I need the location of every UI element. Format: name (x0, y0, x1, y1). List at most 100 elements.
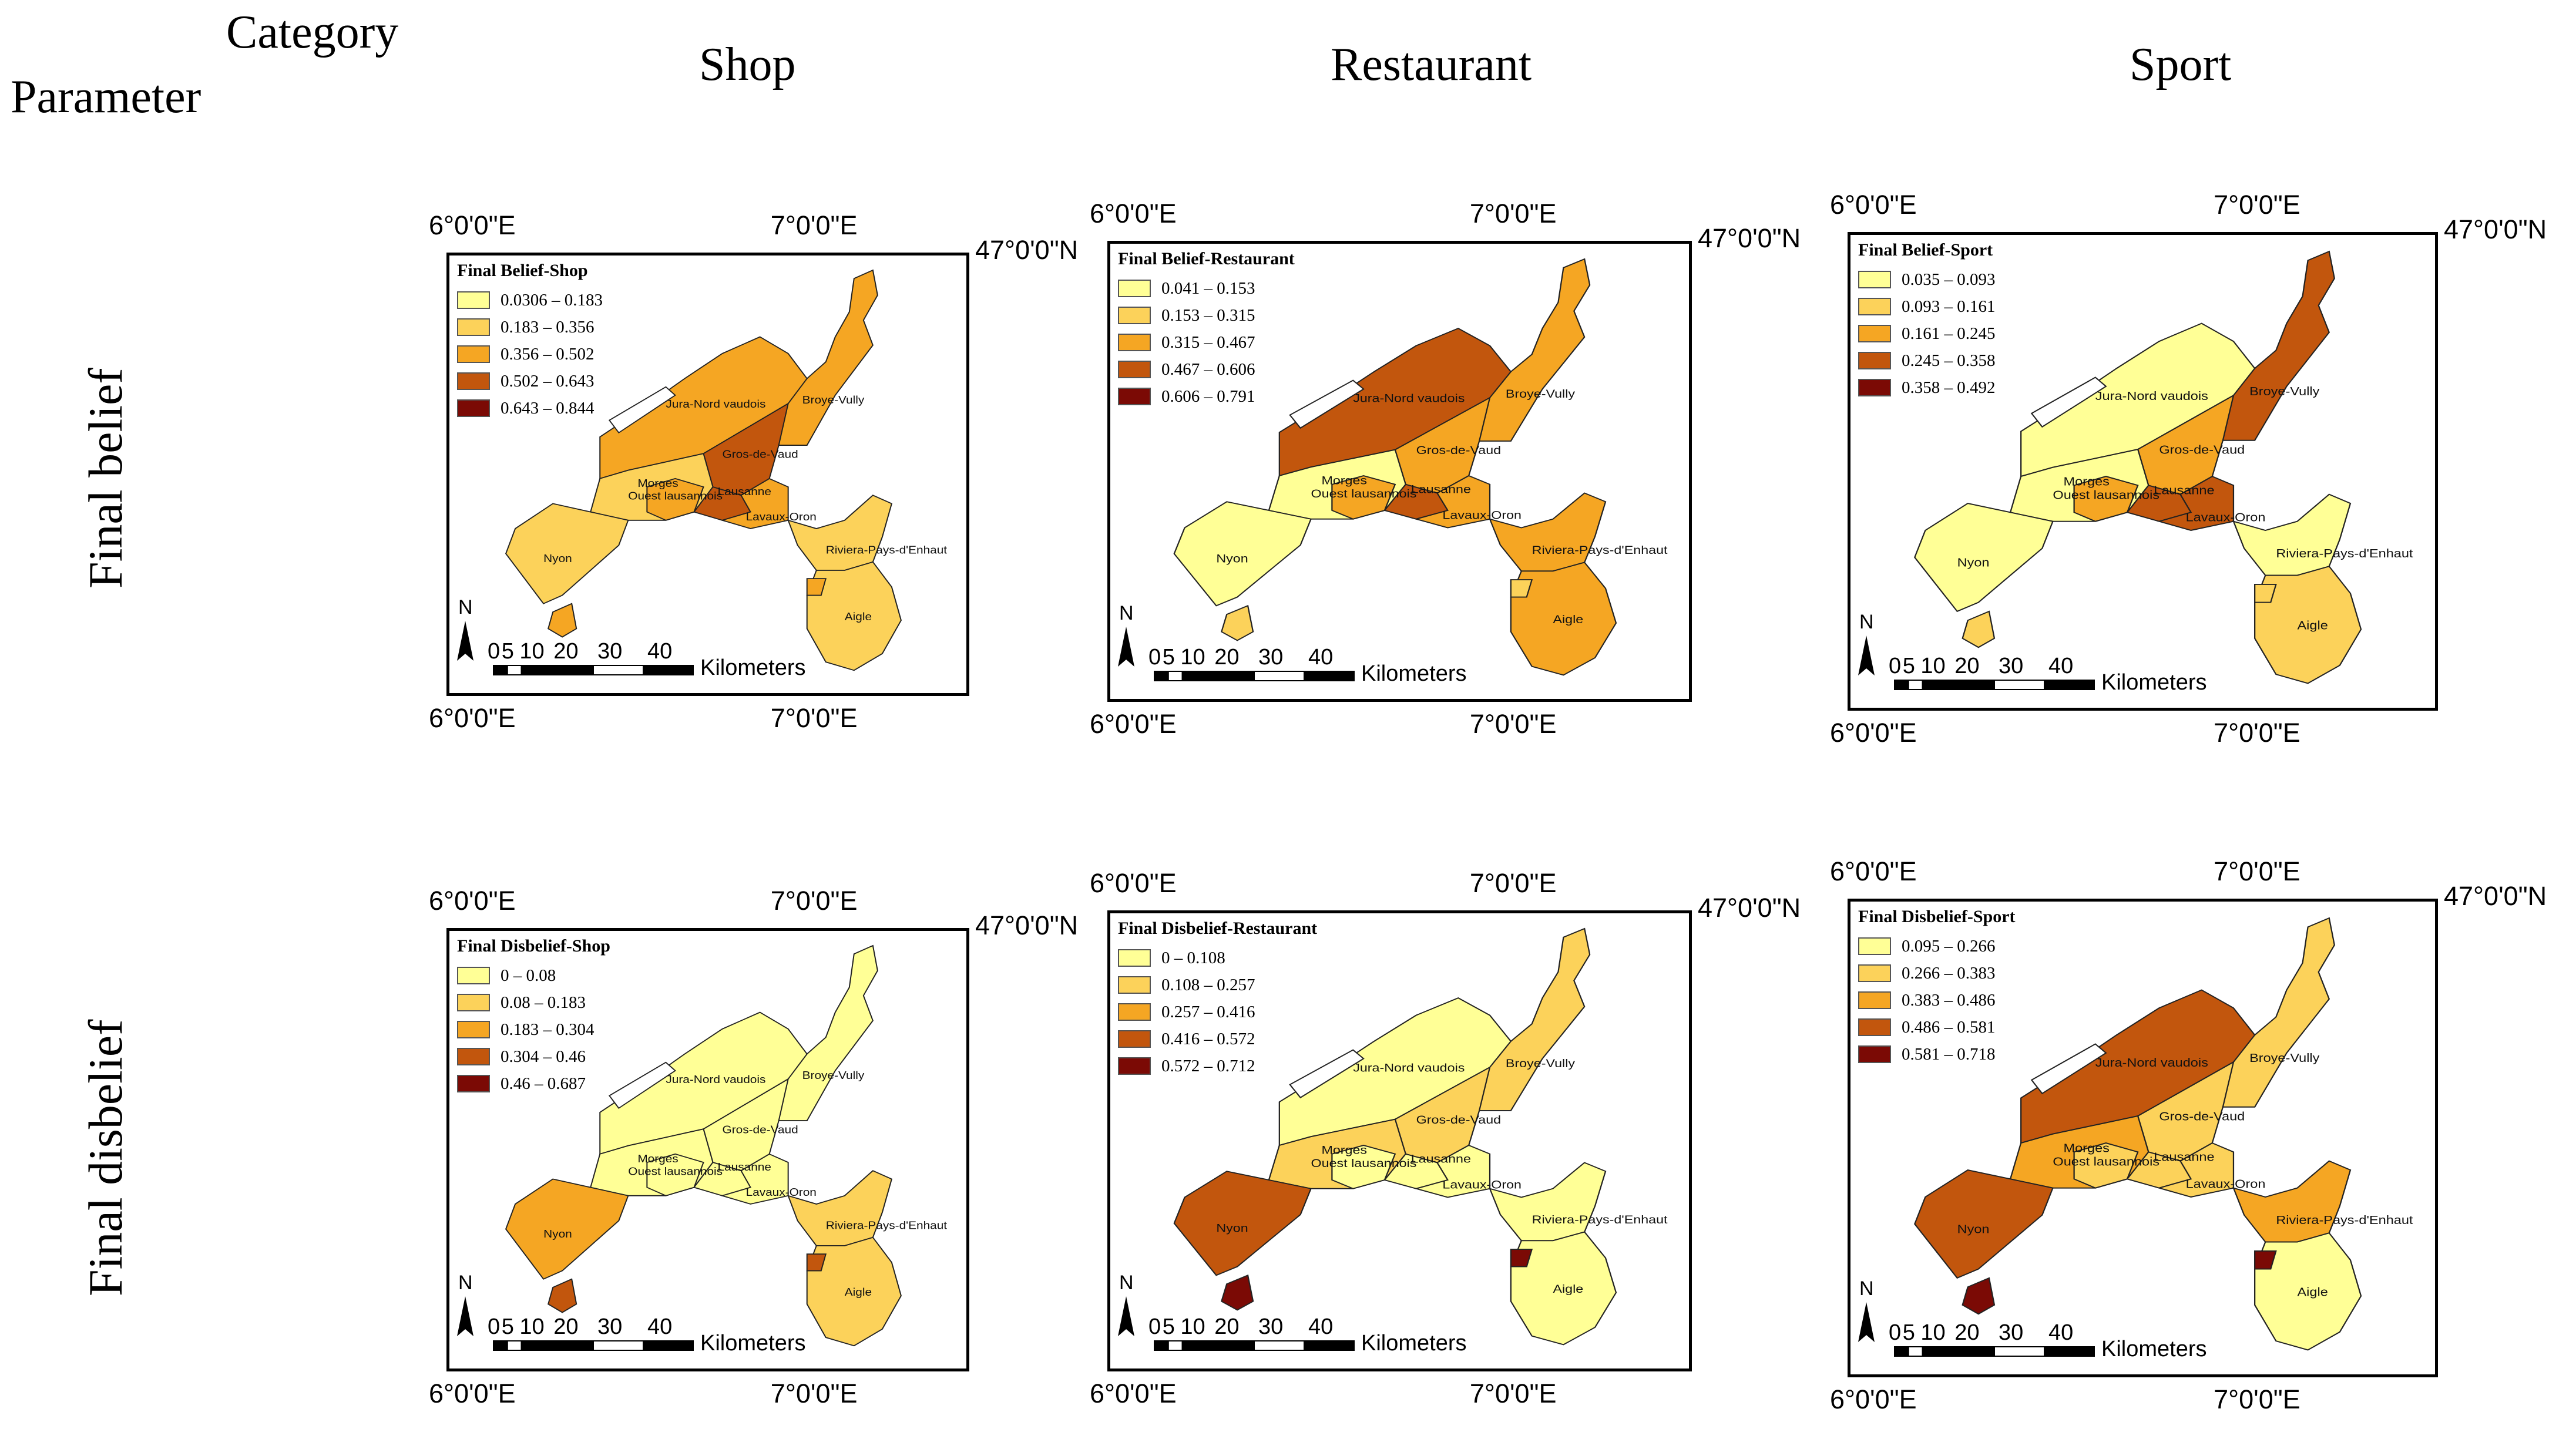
legend-swatch (457, 1075, 490, 1092)
region-label: Riviera-Pays-d'Enhaut (1532, 1213, 1667, 1226)
legend-label: 0.08 – 0.183 (501, 993, 586, 1012)
legend-swatch (457, 345, 490, 363)
scale-bar-segment (1922, 680, 1937, 690)
north-arrow-and-scale: N0 5 10 20 30 40 Kilometers (457, 596, 806, 680)
region-aigle (2254, 565, 2362, 684)
scale-bar-segment (1154, 1340, 1169, 1351)
legend-label: 0.183 – 0.304 (501, 1020, 595, 1039)
north-arrow-label: N (1859, 611, 1874, 633)
region-lavaux (1413, 1145, 1490, 1198)
legend-swatch (457, 994, 490, 1011)
north-arrow-icon (1118, 1296, 1134, 1336)
legend-swatch (1858, 1018, 1891, 1036)
region-label: Gros-de-Vaud (2159, 443, 2245, 456)
legend-label: 0.606 – 0.791 (1161, 386, 1255, 406)
legend-item: 0.041 – 0.153 (1118, 275, 1295, 302)
legend-swatch (457, 372, 490, 390)
lake-shape (609, 1061, 677, 1109)
lat-label: 47°0'0"N (975, 235, 1079, 265)
row-label-final-belief: Final belief (79, 368, 132, 589)
lon-label-west-top: 6°0'0"E (1830, 856, 1917, 886)
legend-item: 0.183 – 0.304 (457, 1016, 610, 1043)
legend-item: 0.581 – 0.718 (1858, 1041, 2016, 1068)
legend-label: 0.467 – 0.606 (1161, 359, 1255, 379)
legend-item: 0.035 – 0.093 (1858, 266, 1996, 293)
region-label: Lausanne (718, 1161, 771, 1174)
region-label: Lavaux-Oron (2186, 1177, 2266, 1191)
region-label: Jura-Nord vaudois (666, 1074, 766, 1086)
legend-label: 0.257 – 0.416 (1161, 1002, 1255, 1021)
scale-tick-label: 0 (1148, 1314, 1161, 1339)
region-nyon (505, 503, 630, 605)
region-label: Aigle (2298, 1285, 2328, 1299)
region-label: Morges (638, 478, 679, 490)
scale-tick-label: 30 (597, 639, 622, 664)
legend-label: 0.486 – 0.581 (1902, 1017, 1996, 1037)
lon-label-east-top: 7°0'0"E (1469, 868, 1557, 898)
region-label: Broye-Vully (1506, 1057, 1576, 1070)
legend-label: 0.315 – 0.467 (1161, 332, 1255, 352)
region-aigle (1510, 1231, 1617, 1346)
region-label: Jura-Nord vaudois (1353, 392, 1465, 405)
region-label: Jura-Nord vaudois (666, 398, 766, 411)
north-arrow-label: N (1859, 1277, 1874, 1300)
legend-swatch (1858, 379, 1891, 396)
legend-label: 0.572 – 0.712 (1161, 1056, 1255, 1075)
region-label: Broye-Vully (2249, 1051, 2319, 1064)
legend-label: 0.416 – 0.572 (1161, 1029, 1255, 1048)
legend-item: 0.572 – 0.712 (1118, 1053, 1317, 1080)
legend-title: Final Disbelief-Shop (457, 936, 610, 956)
region-nyon (1173, 501, 1312, 607)
region-broye_vully (768, 944, 879, 1122)
scale-tick-label: 20 (1954, 654, 1979, 678)
scale-bar-segment (520, 665, 536, 675)
north-arrow-icon (1858, 636, 1875, 675)
scale-tick-label: 10 (519, 639, 544, 664)
scale-bar-segment (1304, 671, 1355, 681)
lon-label-east-top: 7°0'0"E (2214, 856, 2300, 886)
region-label: Broye-Vully (2249, 384, 2319, 398)
region-riviera (787, 495, 893, 571)
scale-bar-segment (535, 665, 594, 675)
legend-item: 0.161 – 0.245 (1858, 320, 1996, 347)
region-label: Aigle (845, 611, 872, 623)
legend-item: 0.356 – 0.502 (457, 341, 603, 368)
region-enclave (1510, 579, 1533, 598)
legend-item: 0.304 – 0.46 (457, 1043, 610, 1070)
legend-swatch (457, 967, 490, 984)
lon-label-east-bottom: 7°0'0"E (2214, 718, 2300, 748)
lon-label-west-top: 6°0'0"E (1830, 190, 1917, 220)
region-broye_vully (768, 269, 879, 446)
region-broye_vully (1467, 258, 1591, 442)
region-enclave (2254, 583, 2278, 603)
legend-title: Final Disbelief-Restaurant (1118, 919, 1318, 938)
parameter-label: Parameter (11, 71, 201, 123)
lat-label: 47°0'0"N (2444, 881, 2547, 911)
scale-tick-label: 40 (647, 1314, 672, 1339)
legend-title: Final Belief-Sport (1858, 240, 1993, 260)
legend-label: 0.035 – 0.093 (1902, 270, 1996, 289)
region-label: Lausanne (2154, 483, 2215, 497)
scale-bar-segment (506, 665, 522, 675)
region-label: Nyon (1216, 1222, 1248, 1235)
region-aigle (2254, 1232, 2362, 1351)
scale-bar-segment (1936, 1346, 1995, 1357)
scale-tick-label: 40 (2048, 1320, 2073, 1345)
region-lavaux (720, 1154, 790, 1205)
scale-bar-segment (535, 1340, 594, 1351)
scale-bar-segment (1936, 680, 1995, 690)
north-arrow-icon (1118, 627, 1134, 667)
region-label: Riviera-Pays-d'Enhaut (2276, 546, 2413, 560)
legend-item: 0 – 0.08 (457, 962, 610, 989)
scale-tick-label: 10 (1920, 1320, 1945, 1345)
scale-tick-label: 30 (1999, 1320, 2023, 1345)
region-nyon (1173, 1171, 1312, 1276)
legend-swatch (1118, 949, 1151, 967)
category-label: Category (226, 6, 399, 58)
lat-label: 47°0'0"N (2444, 214, 2547, 244)
scale-tick-label: 5 (502, 1314, 514, 1339)
region-label: Lausanne (2154, 1150, 2215, 1164)
lon-label-west-top: 6°0'0"E (1090, 868, 1177, 898)
region-broye_vully (2211, 250, 2336, 441)
legend-item: 0.606 – 0.791 (1118, 383, 1295, 410)
